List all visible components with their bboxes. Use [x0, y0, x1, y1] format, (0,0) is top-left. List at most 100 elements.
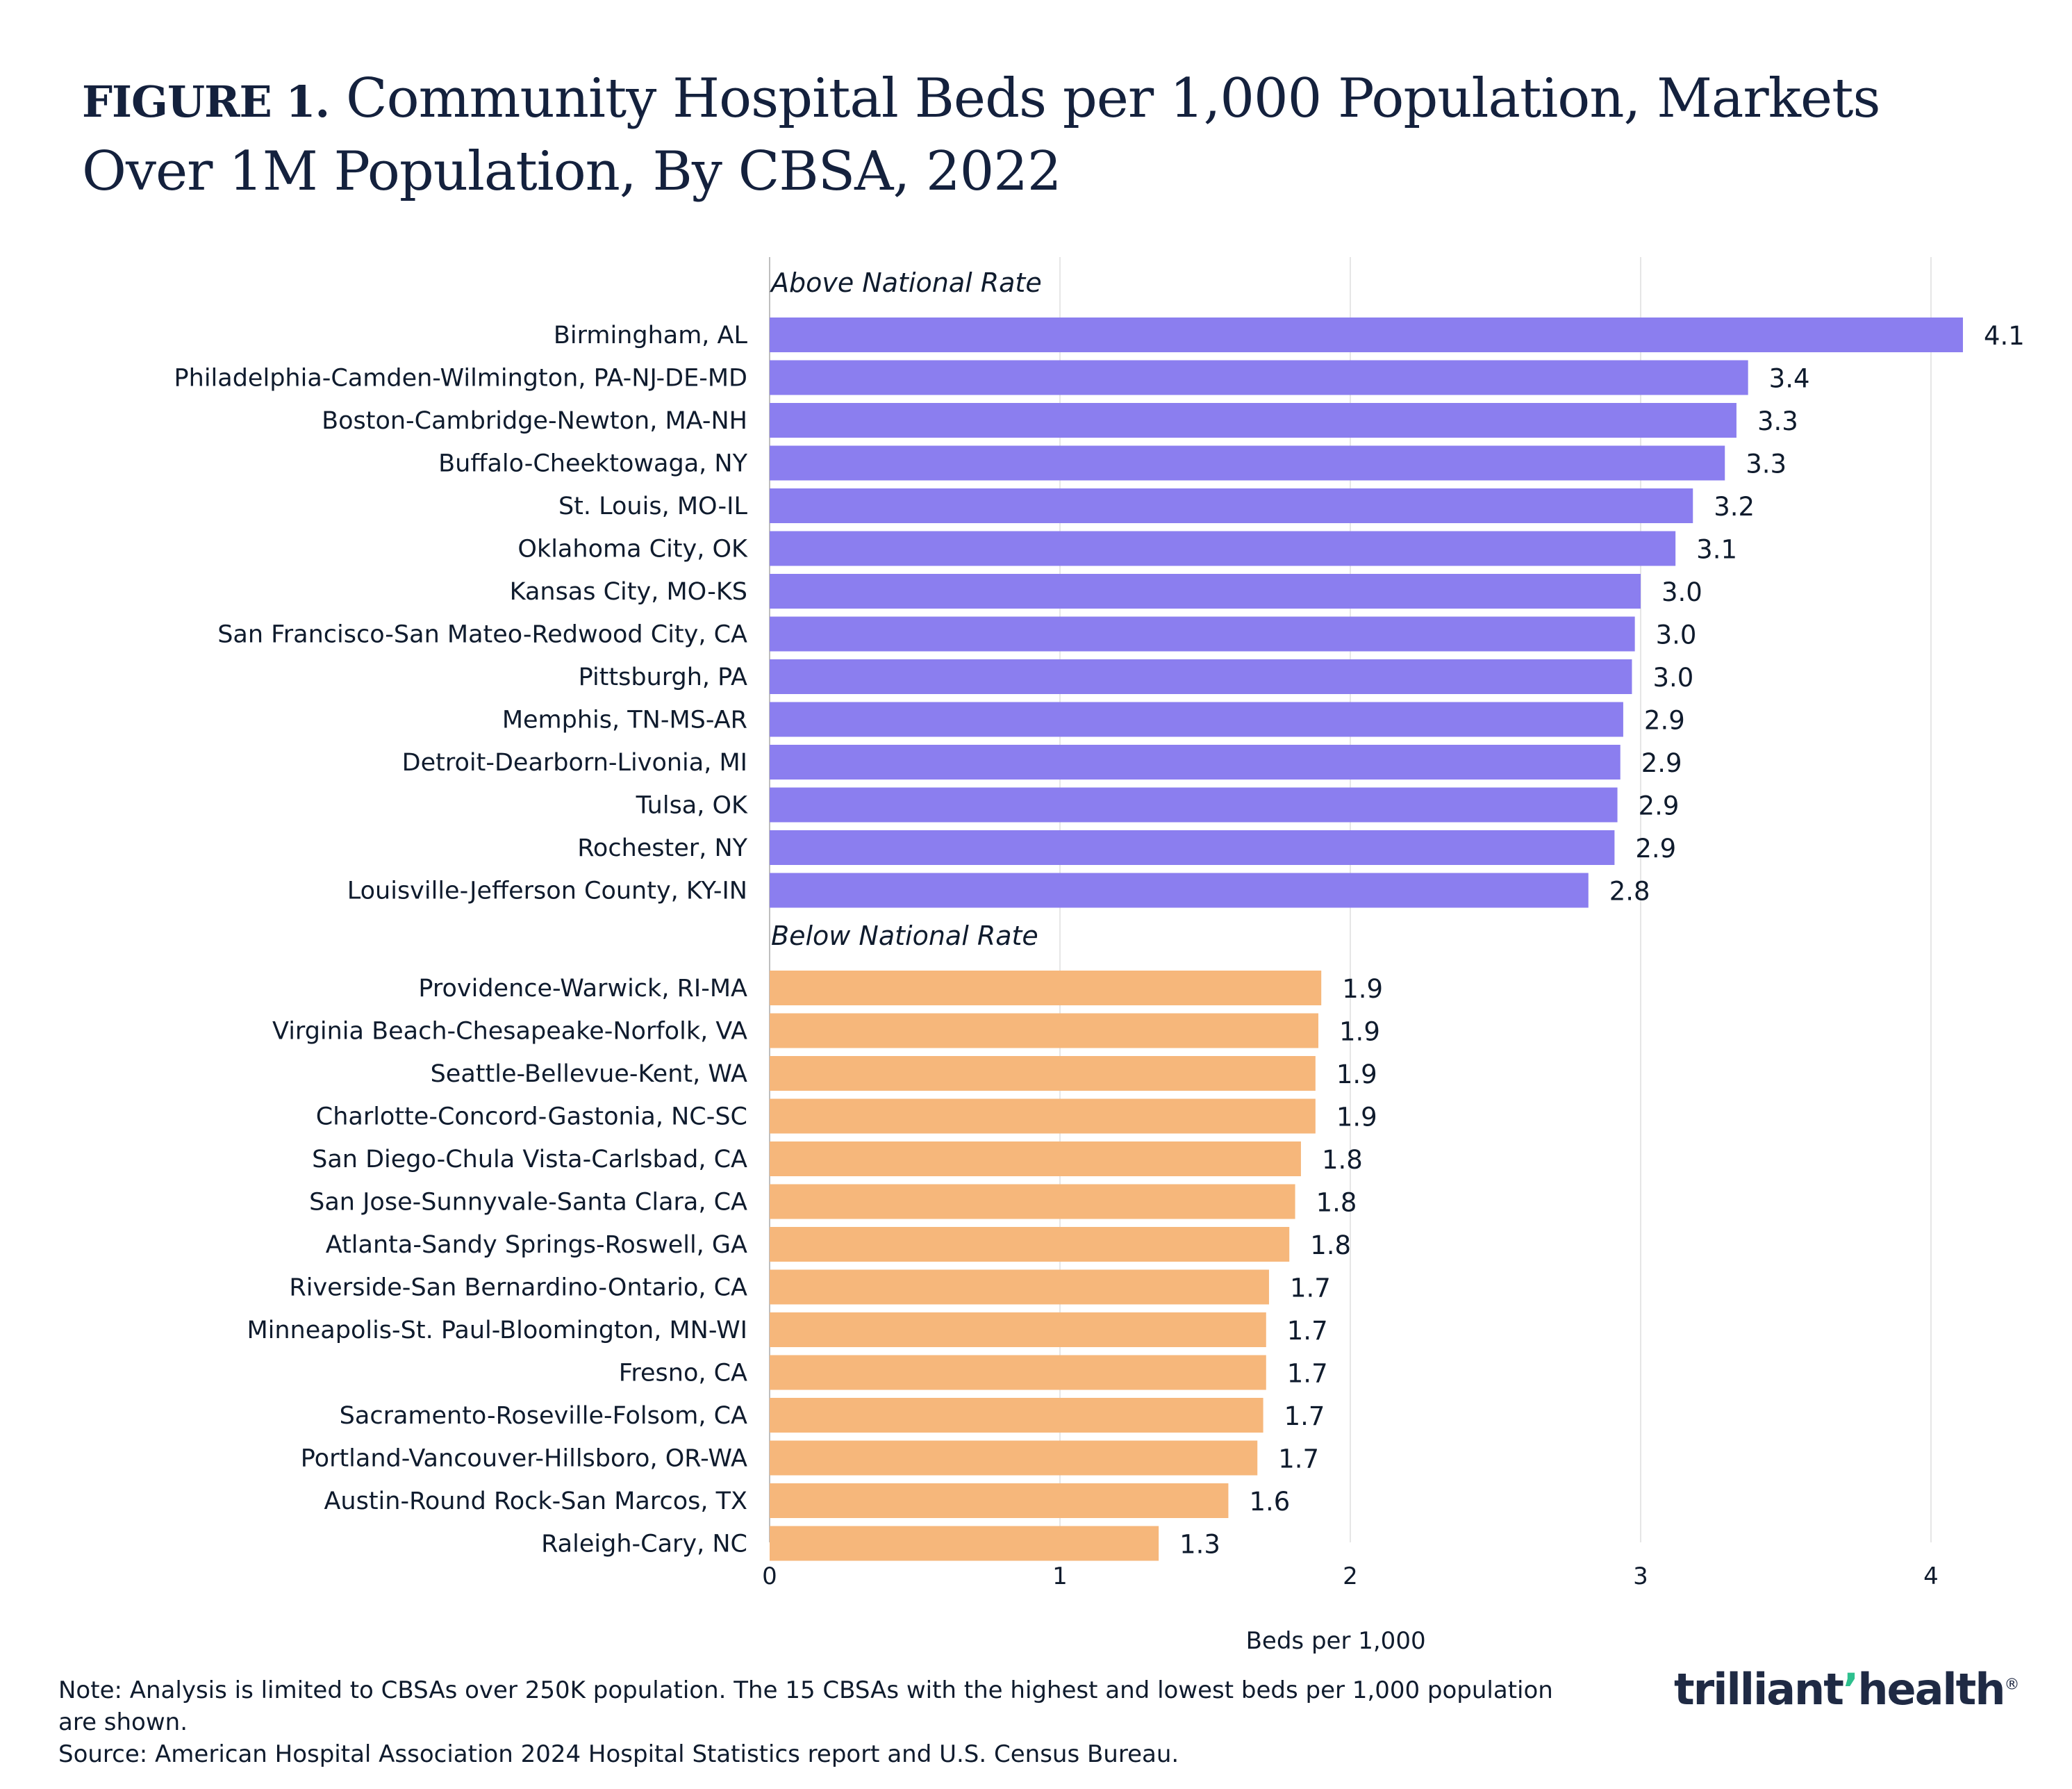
bar-chart: 0 1 2 3 4 Beds per 1,000 Above National Rate Bi…	[174, 257, 2025, 1655]
bar	[770, 616, 1635, 652]
category-label: Portland-Vancouver-Hillsboro, OR-WA	[301, 1445, 747, 1473]
category-label: Raleigh-Cary, NC	[541, 1531, 747, 1558]
bar	[770, 1056, 1316, 1091]
x-tick-label: 2	[1343, 1563, 1358, 1590]
data-label: 1.6	[1249, 1487, 1290, 1517]
category-label: Virginia Beach-Chesapeake-Norfolk, VA	[272, 1018, 747, 1046]
bar	[770, 1526, 1159, 1561]
source-text: Source: American Hospital Association 20…	[58, 1740, 1179, 1768]
data-label: 3.2	[1714, 492, 1755, 522]
data-label: 1.8	[1316, 1188, 1357, 1218]
logo-text-health: health	[1857, 1664, 2005, 1715]
bar	[770, 1398, 1263, 1433]
x-tick-label: 3	[1633, 1563, 1648, 1590]
bar	[770, 574, 1641, 609]
data-label: 1.8	[1322, 1145, 1363, 1175]
bar	[770, 830, 1615, 865]
bar	[770, 745, 1621, 780]
category-label: Kansas City, MO-KS	[510, 578, 747, 606]
data-label: 2.9	[1644, 706, 1685, 736]
data-label: 1.9	[1336, 1103, 1377, 1132]
bar	[770, 1098, 1316, 1134]
category-label: Memphis, TN-MS-AR	[502, 707, 747, 734]
bar	[770, 1312, 1266, 1347]
data-label: 1.7	[1287, 1316, 1328, 1346]
category-label: Minneapolis-St. Paul-Bloomington, MN-WI	[247, 1317, 747, 1344]
bar	[770, 1013, 1319, 1048]
category-label: Birmingham, AL	[554, 322, 748, 349]
bar	[770, 1483, 1229, 1518]
data-label: 3.3	[1757, 406, 1798, 436]
bar	[770, 360, 1748, 395]
bar	[770, 702, 1623, 737]
category-label: Pittsburgh, PA	[579, 663, 747, 691]
category-label: Tulsa, OK	[636, 792, 748, 820]
data-label: 3.1	[1696, 535, 1737, 565]
bar	[770, 873, 1589, 908]
category-label: Seattle-Bellevue-Kent, WA	[431, 1060, 747, 1088]
category-label: Louisville-Jefferson County, KY-IN	[347, 877, 747, 905]
bar	[770, 1440, 1258, 1476]
chart-notes: Note: Analysis is limited to CBSAs over …	[58, 1674, 1586, 1770]
bar	[770, 1141, 1301, 1176]
category-label: Riverside-San Bernardino-Ontario, CA	[289, 1274, 747, 1302]
category-label: Providence-Warwick, RI-MA	[418, 975, 747, 1003]
data-label: 3.0	[1652, 663, 1693, 693]
data-label: 1.9	[1336, 1060, 1377, 1089]
data-label: 1.7	[1287, 1359, 1328, 1389]
category-label: Sacramento-Roseville-Folsom, CA	[340, 1402, 747, 1430]
data-label: 3.4	[1769, 364, 1810, 394]
bar	[770, 787, 1618, 823]
category-label: Boston-Cambridge-Newton, MA-NH	[322, 407, 747, 435]
figure-number: FIGURE 1.	[82, 76, 330, 127]
data-label: 1.3	[1179, 1530, 1220, 1560]
data-label: 1.9	[1339, 1017, 1380, 1047]
bar	[770, 659, 1632, 694]
note-text: Note: Analysis is limited to CBSAs over …	[58, 1676, 1553, 1736]
data-label: 1.7	[1278, 1444, 1319, 1474]
bar	[770, 318, 1963, 352]
bar	[770, 971, 1322, 1005]
data-label: 2.9	[1635, 834, 1676, 864]
data-label: 1.8	[1310, 1230, 1351, 1260]
data-label: 1.7	[1290, 1273, 1331, 1303]
x-tick-label: 4	[1923, 1563, 1939, 1590]
x-axis-title: Beds per 1,000	[1246, 1627, 1426, 1655]
category-label: St. Louis, MO-IL	[558, 493, 748, 520]
group-heading: Above National Rate	[769, 267, 1042, 298]
data-label: 2.8	[1609, 877, 1650, 907]
group-heading: Below National Rate	[771, 921, 1038, 951]
bar	[770, 488, 1693, 523]
data-label: 2.9	[1639, 791, 1680, 821]
data-label: 3.0	[1661, 577, 1702, 607]
data-label: 1.9	[1342, 974, 1383, 1004]
category-label: Atlanta-Sandy Springs-Roswell, GA	[326, 1231, 747, 1259]
logo-mark-icon: ’	[1842, 1664, 1859, 1715]
registered-mark: ®	[2004, 1676, 2019, 1694]
category-label: Austin-Round Rock-San Marcos, TX	[324, 1487, 747, 1515]
category-label: Buffalo-Cheektowaga, NY	[438, 450, 747, 478]
data-label: 2.9	[1641, 748, 1682, 778]
chart-title: FIGURE 1. Community Hospital Beds per 1,…	[82, 64, 2013, 206]
category-label: San Francisco-San Mateo-Redwood City, CA	[217, 621, 747, 649]
category-label: Detroit-Dearborn-Livonia, MI	[402, 749, 747, 777]
x-tick-label: 1	[1052, 1563, 1068, 1590]
category-label: Fresno, CA	[619, 1360, 747, 1387]
data-label: 3.3	[1746, 450, 1787, 479]
category-label: Philadelphia-Camden-Wilmington, PA-NJ-DE…	[174, 365, 747, 393]
category-label: Charlotte-Concord-Gastonia, NC-SC	[316, 1103, 747, 1131]
bar	[770, 1184, 1295, 1219]
logo-text-trilliant: trilliant	[1674, 1664, 1844, 1715]
bar	[770, 445, 1725, 481]
category-label: San Jose-Sunnyvale-Santa Clara, CA	[309, 1189, 747, 1217]
bar	[770, 403, 1737, 438]
bar	[770, 1355, 1266, 1390]
bar	[770, 1227, 1290, 1262]
bar	[770, 531, 1676, 566]
x-tick-label: 0	[762, 1563, 777, 1590]
bar	[770, 1269, 1269, 1305]
trilliant-health-logo: trilliant’health®	[1674, 1664, 2019, 1733]
category-label: Oklahoma City, OK	[517, 536, 748, 563]
data-label: 3.0	[1656, 620, 1697, 650]
data-label: 1.7	[1284, 1401, 1325, 1431]
